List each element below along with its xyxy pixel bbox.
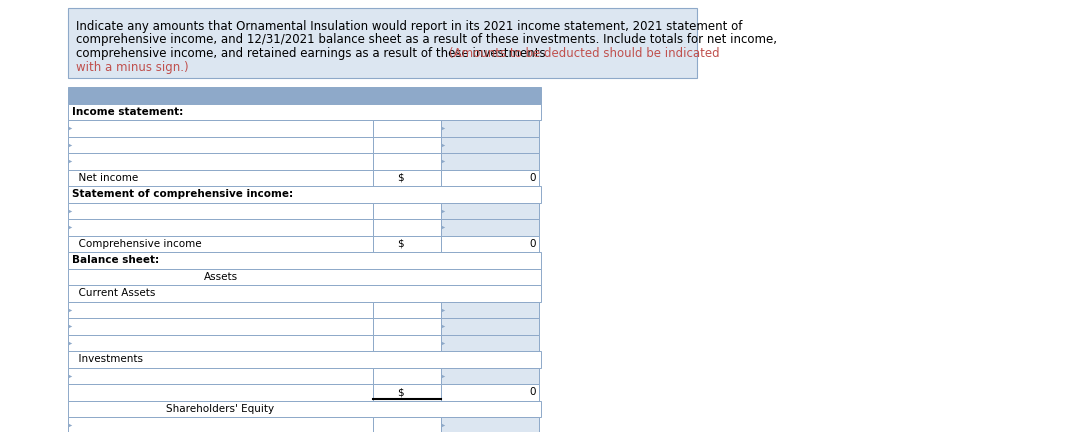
Text: Comprehensive income: Comprehensive income [72,239,202,249]
Text: Statement of comprehensive income:: Statement of comprehensive income: [72,189,293,199]
Text: 0: 0 [529,387,536,397]
Bar [68,120,373,137]
Bar [441,417,539,432]
Bar [68,252,541,269]
Bar [373,219,441,235]
Text: (Amounts to be deducted should be indicated: (Amounts to be deducted should be indica… [449,47,719,60]
Bar [373,318,441,334]
Bar [68,384,373,400]
Bar [373,120,441,137]
Bar [68,104,541,120]
Bar [441,203,539,219]
Text: Net income: Net income [72,173,138,183]
Bar [68,169,373,186]
Bar [68,368,373,384]
Bar [441,137,539,153]
Bar [68,417,373,432]
Text: comprehensive income, and retained earnings as a result of these investments.: comprehensive income, and retained earni… [76,47,553,60]
Bar [373,417,441,432]
Text: with a minus sign.): with a minus sign.) [76,60,189,73]
Bar [68,318,373,334]
Bar [441,384,539,400]
Bar [68,285,541,302]
Text: Indicate any amounts that Ornamental Insulation would report in its 2021 income : Indicate any amounts that Ornamental Ins… [76,20,742,33]
Bar [373,137,441,153]
Bar [68,137,373,153]
Bar [441,169,539,186]
Bar [68,400,541,417]
Bar [68,235,373,252]
Bar [441,120,539,137]
Bar [68,219,373,235]
Bar [68,203,373,219]
Bar [373,302,441,318]
Bar [68,153,373,169]
Text: Balance sheet:: Balance sheet: [72,255,159,265]
Text: 0: 0 [529,239,536,249]
Text: $: $ [396,173,404,183]
Text: Investments: Investments [72,354,143,364]
Bar [68,302,373,318]
Bar [68,269,541,285]
Bar [373,203,441,219]
Text: 0: 0 [529,173,536,183]
Bar [441,235,539,252]
Text: comprehensive income, and 12/31/2021 balance sheet as a result of these investme: comprehensive income, and 12/31/2021 bal… [76,34,777,47]
Bar [68,334,373,351]
Bar [373,153,441,169]
Bar [441,219,539,235]
Bar [68,87,541,104]
Bar [68,351,541,368]
Bar [68,186,541,203]
Bar [373,368,441,384]
Text: Assets: Assets [203,272,238,282]
Bar [441,334,539,351]
Bar [441,302,539,318]
Text: $: $ [396,239,404,249]
Bar [373,169,441,186]
Bar [441,368,539,384]
Bar [373,334,441,351]
Bar [441,318,539,334]
Text: $: $ [396,387,404,397]
Text: Income statement:: Income statement: [72,107,184,117]
Bar [373,384,441,400]
Text: Shareholders' Equity: Shareholders' Equity [166,404,274,414]
Text: Current Assets: Current Assets [72,288,156,298]
Bar [373,235,441,252]
Bar [68,8,697,78]
Bar [441,153,539,169]
